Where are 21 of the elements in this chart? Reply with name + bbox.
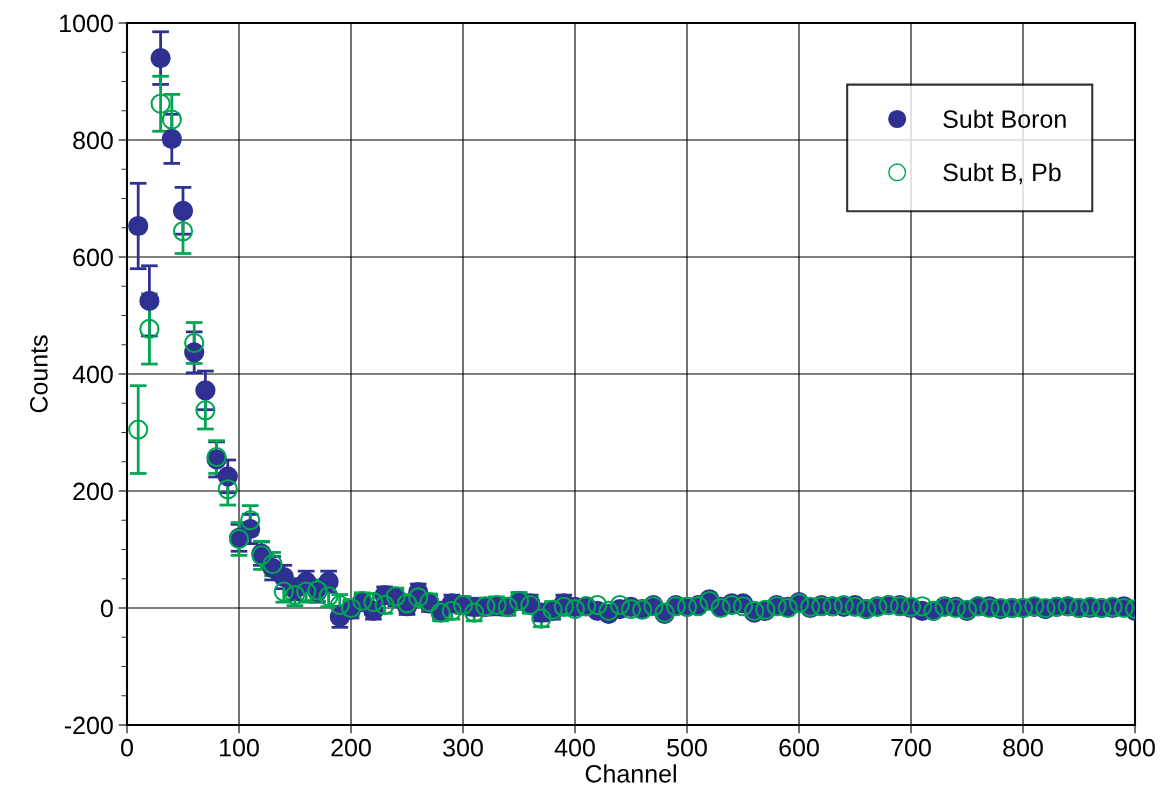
x-tick-label: 300 xyxy=(443,738,483,757)
x-tick-label: 800 xyxy=(1003,738,1043,757)
y-tick-label: 600 xyxy=(73,248,113,267)
x-tick-label: 500 xyxy=(667,738,707,757)
y-tick-label: -200 xyxy=(64,716,113,735)
y-tick-label: 800 xyxy=(73,131,113,150)
x-tick-label: 600 xyxy=(779,738,819,757)
y-tick-label: 400 xyxy=(72,365,113,384)
y-tick-label: 0 xyxy=(100,599,113,618)
x-tick-label: 900 xyxy=(1115,738,1155,757)
legend-label: Subt Boron xyxy=(943,109,1066,128)
y-tick-label: 200 xyxy=(73,482,113,501)
x-tick-label: 700 xyxy=(891,738,931,757)
y-tick-label: 1000 xyxy=(60,14,113,33)
x-tick-label: 0 xyxy=(121,738,133,757)
x-tick-label: 200 xyxy=(331,738,371,757)
legend-label: Subt B, Pb xyxy=(943,162,1061,185)
x-tick-label: 100 xyxy=(220,738,259,757)
x-tick-label: 400 xyxy=(554,738,595,757)
x-axis-title: Channel xyxy=(585,764,676,783)
y-axis-title: Counts xyxy=(30,335,48,413)
